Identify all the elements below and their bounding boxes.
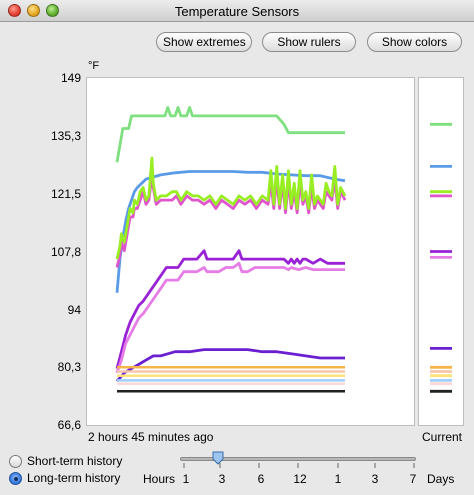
history-scale-slider-thumb[interactable] <box>211 451 225 465</box>
short-term-label: Short-term history <box>27 454 123 468</box>
current-plot-svg <box>430 122 452 393</box>
y-tick-label: 121,5 <box>50 186 81 201</box>
history-plot <box>86 77 415 426</box>
y-tick-label: 149 <box>60 71 81 85</box>
scale-value: 6 <box>257 472 265 486</box>
series-line-2 <box>115 170 346 293</box>
show-rulers-button[interactable]: Show rulers <box>262 32 356 52</box>
scale-value: 12 <box>293 472 307 486</box>
minimize-window-icon[interactable] <box>27 4 40 17</box>
show-colors-button[interactable]: Show colors <box>367 32 462 52</box>
scale-value: 3 <box>371 472 379 486</box>
short-term-radio[interactable] <box>9 454 22 468</box>
x-axis-start-label: 2 hours 45 minutes ago <box>88 430 214 444</box>
history-scale-slider-track[interactable] <box>180 457 416 461</box>
short-term-history-option[interactable]: Short-term history <box>9 454 122 468</box>
slider-ticks <box>183 463 415 468</box>
long-term-label: Long-term history <box>27 471 121 485</box>
series-line-6 <box>115 261 345 374</box>
days-label: Days <box>427 472 455 486</box>
title-bar: Temperature Sensors <box>0 0 474 22</box>
window-title: Temperature Sensors <box>174 4 300 19</box>
scale-value: 1 <box>334 472 342 486</box>
scale-value: 3 <box>218 472 226 486</box>
series-line-4 <box>115 156 347 260</box>
history-plot-svg <box>115 106 347 393</box>
series-line-1 <box>115 106 345 163</box>
y-tick-label: 94 <box>67 302 81 317</box>
y-tick-label: 80,3 <box>57 360 81 375</box>
hours-label: Hours <box>143 472 176 486</box>
y-tick-label: 135,3 <box>50 128 81 143</box>
unit-label: °F <box>88 60 100 72</box>
long-term-radio[interactable] <box>9 471 22 485</box>
scale-value: 7 <box>409 472 417 486</box>
show-extremes-button[interactable]: Show extremes <box>156 32 252 52</box>
y-tick-label: 66,6 <box>57 418 81 432</box>
y-tick-label: 107,8 <box>50 244 81 259</box>
series-line-5 <box>115 249 345 369</box>
series-line-7 <box>115 348 345 383</box>
scale-value: 1 <box>182 472 190 486</box>
current-plot <box>418 77 464 426</box>
long-term-history-option[interactable]: Long-term history <box>9 471 120 485</box>
zoom-window-icon[interactable] <box>46 4 59 17</box>
close-window-icon[interactable] <box>8 4 21 17</box>
x-axis-current-label: Current <box>422 430 463 444</box>
